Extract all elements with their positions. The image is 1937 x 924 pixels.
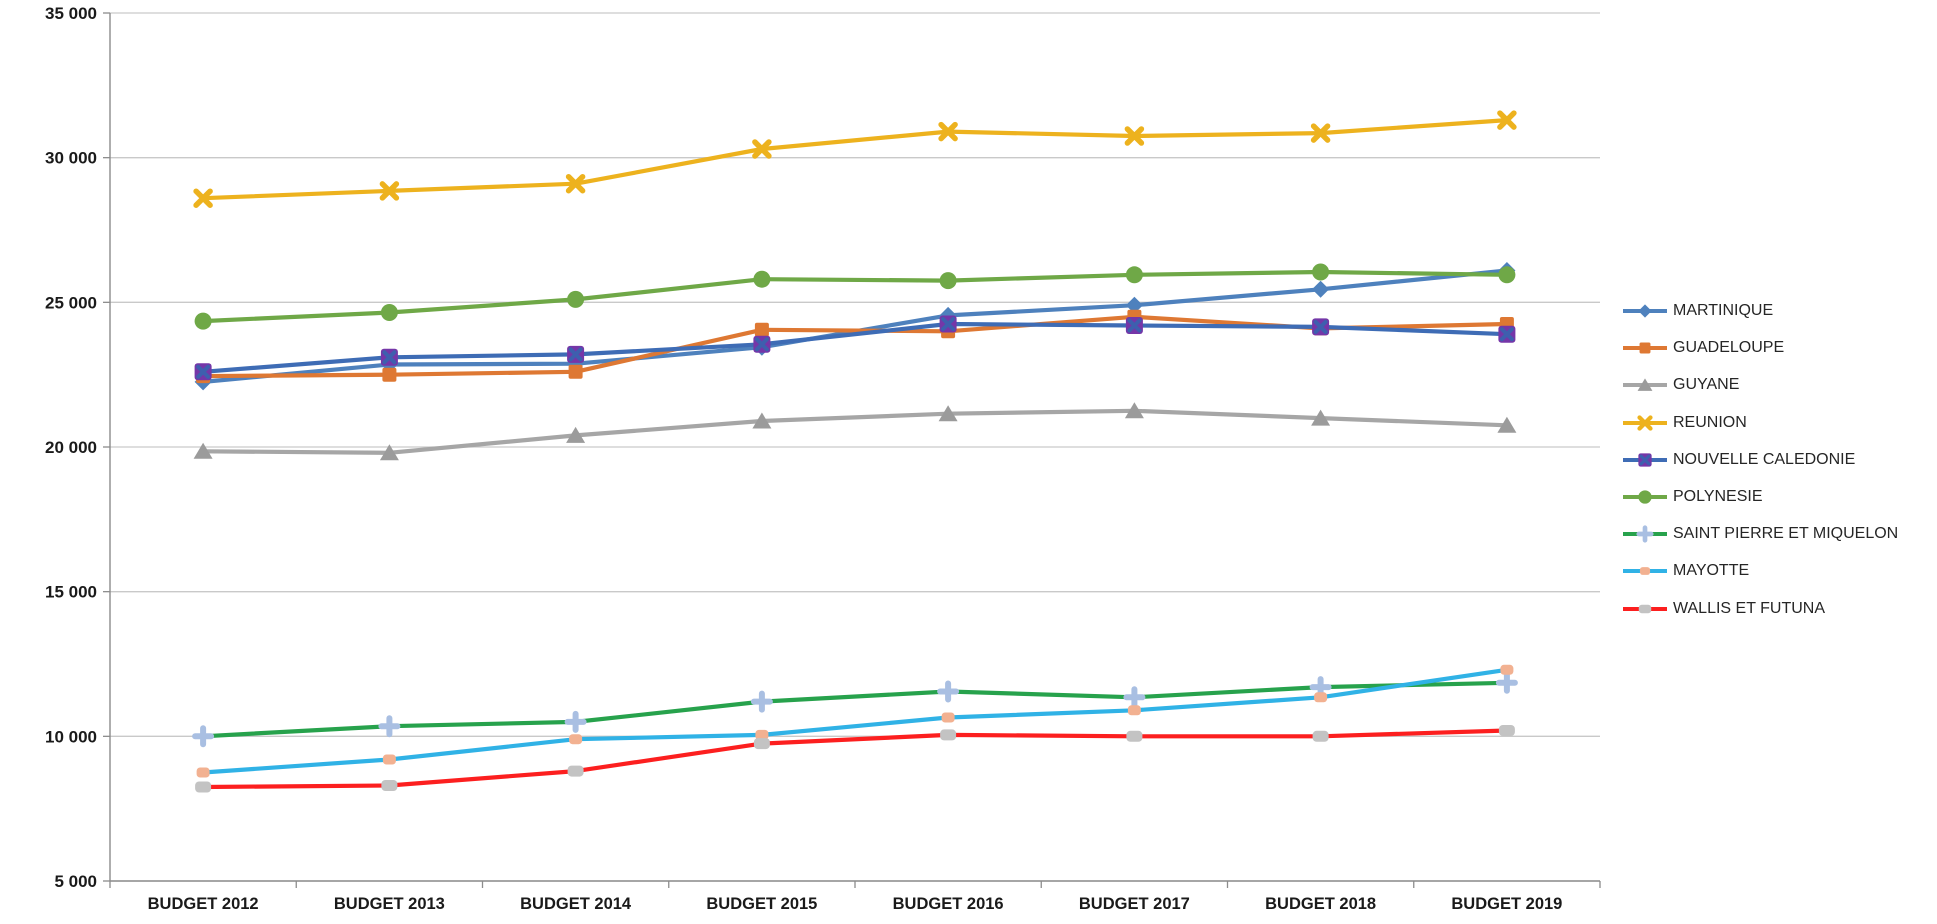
data-point-marker (380, 304, 398, 321)
data-point-marker (941, 712, 955, 723)
data-point-marker (939, 315, 957, 333)
data-point-marker (1497, 416, 1517, 433)
data-point-marker (568, 364, 583, 379)
data-point-marker (382, 754, 396, 765)
data-point-marker (1312, 280, 1330, 298)
data-point-marker (753, 738, 770, 750)
data-point-marker (1123, 686, 1146, 709)
y-axis-label: 5 000 (54, 872, 97, 891)
data-point-marker (1498, 725, 1515, 736)
data-point-marker (1312, 263, 1330, 281)
data-point-marker (567, 290, 585, 308)
data-point-marker (196, 767, 210, 778)
x-axis-label: BUDGET 2015 (706, 895, 817, 913)
data-point-marker (1314, 692, 1328, 703)
series-reunion (193, 110, 1517, 208)
data-point-marker (195, 781, 212, 793)
data-point-marker (1312, 318, 1330, 336)
data-point-marker (193, 442, 213, 459)
series-line (201, 408, 1509, 455)
series-mayotte (196, 664, 1514, 778)
x-axis-label: BUDGET 2018 (1265, 895, 1376, 913)
data-point-marker (379, 444, 399, 461)
data-point-marker (1125, 266, 1143, 284)
data-point-marker (194, 363, 212, 381)
y-axis-label: 30 000 (45, 149, 97, 168)
data-point-marker (939, 272, 957, 290)
data-point-marker (1311, 409, 1331, 426)
series-polynesie (194, 263, 1516, 330)
data-point-marker (1125, 317, 1143, 334)
y-axis-label: 15 000 (45, 583, 97, 602)
y-axis-label: 35 000 (45, 4, 97, 23)
data-point-marker (940, 729, 957, 741)
data-point-marker (938, 405, 958, 422)
data-point-marker (1127, 705, 1141, 716)
data-point-marker (1124, 402, 1144, 419)
series-line (201, 667, 1509, 775)
y-axis-label: 25 000 (45, 293, 97, 312)
y-axis-label: 10 000 (45, 727, 97, 746)
data-point-marker (1498, 325, 1516, 343)
data-point-marker (192, 725, 215, 748)
x-axis-label: BUDGET 2014 (520, 895, 632, 913)
data-point-marker (380, 348, 398, 366)
data-point-marker (755, 729, 769, 740)
series-line (201, 680, 1509, 739)
data-point-marker (753, 335, 771, 353)
data-point-marker (1500, 664, 1514, 675)
data-point-marker (381, 780, 398, 791)
data-point-marker (378, 715, 401, 738)
x-axis-label: BUDGET 2013 (334, 895, 445, 913)
data-point-marker (193, 188, 213, 208)
series-nouvelle-caledonie (194, 315, 1516, 381)
series-guyane (193, 402, 1517, 461)
data-point-marker (567, 765, 584, 777)
data-point-marker (752, 412, 772, 429)
data-point-marker (752, 139, 772, 159)
data-point-marker (1495, 671, 1518, 694)
data-point-marker (1125, 296, 1143, 314)
x-axis-label: BUDGET 2019 (1451, 895, 1562, 913)
series-line (201, 269, 1509, 324)
x-axis-label: BUDGET 2017 (1079, 895, 1190, 913)
data-point-marker (1497, 110, 1517, 130)
series-line (201, 728, 1509, 790)
series-wallis-et-futuna (195, 725, 1515, 793)
data-point-marker (1310, 123, 1331, 143)
series-saint-pierre-et-miquelon (192, 671, 1518, 748)
data-point-marker (569, 734, 583, 745)
y-axis-label: 20 000 (45, 438, 97, 457)
data-point-marker (379, 181, 400, 201)
data-point-marker (567, 345, 585, 363)
data-point-marker (565, 173, 586, 194)
data-point-marker (1126, 730, 1143, 742)
data-point-marker (938, 121, 958, 142)
series-line (201, 118, 1509, 201)
data-point-marker (564, 710, 587, 733)
x-axis-label: BUDGET 2016 (893, 895, 1004, 913)
data-point-marker (566, 426, 586, 443)
data-point-marker (750, 690, 773, 713)
data-point-marker (1312, 730, 1329, 742)
data-point-marker (1498, 266, 1516, 284)
x-axis-label: BUDGET 2012 (148, 895, 259, 913)
data-point-marker (937, 680, 960, 703)
data-point-marker (1124, 126, 1145, 146)
data-point-marker (382, 367, 397, 382)
data-point-marker (753, 270, 771, 288)
data-point-marker (194, 312, 212, 330)
series-line (201, 321, 1509, 374)
data-point-marker (754, 322, 769, 337)
